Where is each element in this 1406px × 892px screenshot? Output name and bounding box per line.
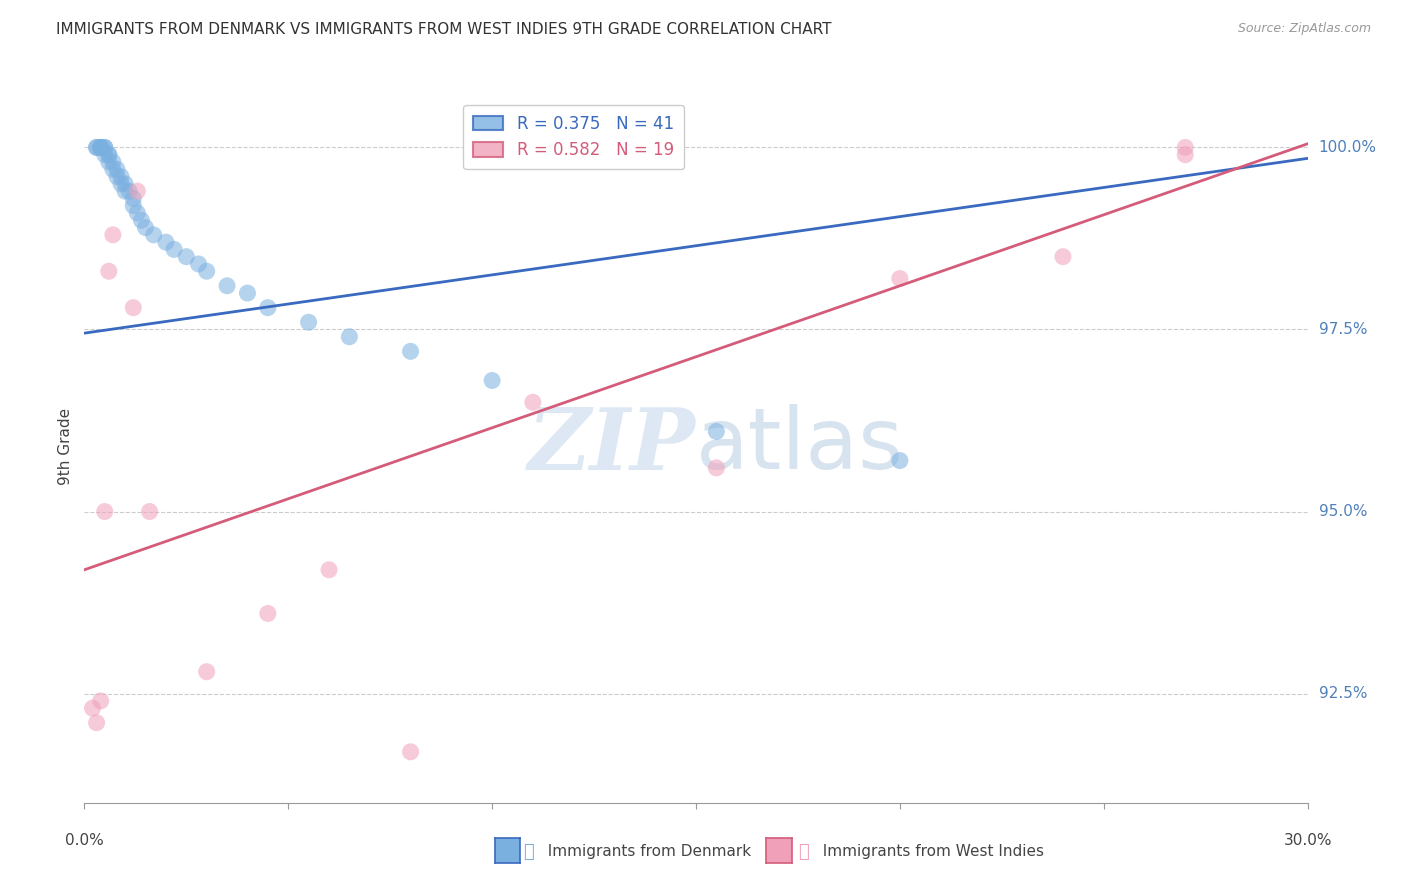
Point <box>90 140 112 154</box>
Point <box>298 315 321 329</box>
Point <box>318 563 340 577</box>
Text: 100.0%: 100.0% <box>1319 140 1376 155</box>
Point <box>122 199 145 213</box>
Point <box>174 250 197 264</box>
Point <box>97 147 120 161</box>
Point <box>86 140 108 154</box>
Text: atlas: atlas <box>696 404 904 488</box>
Point <box>195 665 218 679</box>
Point <box>110 177 132 191</box>
Point <box>257 301 280 315</box>
Point <box>122 301 145 315</box>
Point <box>127 206 149 220</box>
Point <box>142 227 165 242</box>
Point <box>90 140 112 154</box>
Point <box>90 140 112 154</box>
Point <box>82 701 104 715</box>
Point <box>704 460 728 475</box>
Point <box>97 147 120 161</box>
Point <box>86 715 108 730</box>
Point <box>522 395 544 409</box>
Point <box>101 155 124 169</box>
Point <box>90 694 112 708</box>
Text: 97.5%: 97.5% <box>1319 322 1367 337</box>
Point <box>122 191 145 205</box>
Point <box>93 140 115 154</box>
Text: 95.0%: 95.0% <box>1319 504 1367 519</box>
Point <box>118 184 141 198</box>
Text: Source: ZipAtlas.com: Source: ZipAtlas.com <box>1237 22 1371 36</box>
Point <box>114 177 136 191</box>
Text: Immigrants from Denmark: Immigrants from Denmark <box>538 845 752 859</box>
Point <box>155 235 177 249</box>
Point <box>97 264 120 278</box>
Text: 92.5%: 92.5% <box>1319 686 1367 701</box>
Point <box>339 330 360 344</box>
Point <box>101 227 124 242</box>
Text: Immigrants from West Indies: Immigrants from West Indies <box>813 845 1043 859</box>
Point <box>481 374 503 388</box>
Point <box>135 220 157 235</box>
Point <box>187 257 209 271</box>
Point <box>97 155 120 169</box>
Point <box>138 504 160 518</box>
Point <box>399 344 422 359</box>
Point <box>93 504 115 518</box>
Point <box>93 140 115 154</box>
Point <box>90 140 112 154</box>
Y-axis label: 9th Grade: 9th Grade <box>58 408 73 484</box>
Legend: R = 0.375   N = 41, R = 0.582   N = 19: R = 0.375 N = 41, R = 0.582 N = 19 <box>464 104 683 169</box>
Point <box>105 169 128 184</box>
Point <box>131 213 153 227</box>
Point <box>86 140 108 154</box>
Text: ⬜: ⬜ <box>797 843 808 861</box>
Point <box>110 169 132 184</box>
Text: IMMIGRANTS FROM DENMARK VS IMMIGRANTS FROM WEST INDIES 9TH GRADE CORRELATION CHA: IMMIGRANTS FROM DENMARK VS IMMIGRANTS FR… <box>56 22 832 37</box>
Text: 30.0%: 30.0% <box>1284 833 1331 848</box>
Point <box>93 147 115 161</box>
Point <box>127 184 149 198</box>
Point <box>1174 140 1197 154</box>
Point <box>889 453 911 467</box>
Point <box>163 243 186 257</box>
Point <box>1174 147 1197 161</box>
Text: 0.0%: 0.0% <box>65 833 104 848</box>
Text: ⬜: ⬜ <box>523 843 534 861</box>
Point <box>1052 250 1074 264</box>
Point <box>217 278 239 293</box>
Text: ZIP: ZIP <box>529 404 696 488</box>
Point <box>236 286 259 301</box>
Point <box>704 425 728 439</box>
Point <box>889 271 911 285</box>
Point <box>257 607 280 621</box>
Point <box>114 184 136 198</box>
Point <box>105 162 128 177</box>
Point <box>195 264 218 278</box>
Point <box>399 745 422 759</box>
Point <box>101 162 124 177</box>
